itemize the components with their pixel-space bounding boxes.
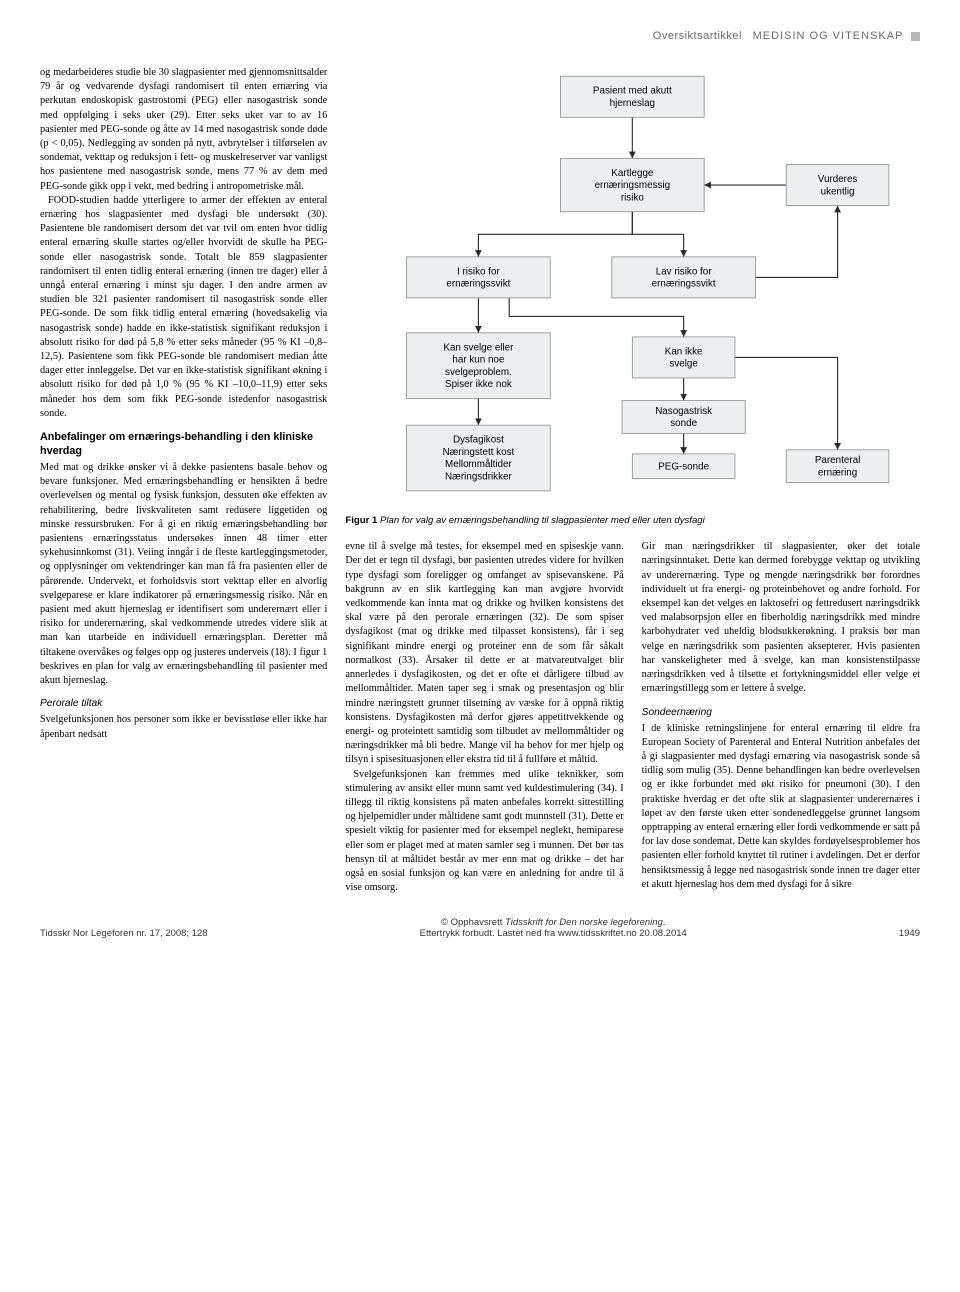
footer-center: © Opphavsrett Tidsskrift for Den norske … [420, 917, 687, 939]
footer-center-line1: © Opphavsrett Tidsskrift for Den norske … [441, 917, 665, 928]
svg-text:Kan ikke: Kan ikke [665, 346, 703, 357]
subsection-heading: Perorale tiltak [40, 697, 327, 711]
body-paragraph: I de kliniske retningslinjene for entera… [642, 722, 920, 892]
right-block: Pasient med akutthjerneslagKartleggeernæ… [345, 66, 920, 895]
flowchart-svg: Pasient med akutthjerneslagKartleggeernæ… [345, 66, 920, 507]
svg-text:PEG-sonde: PEG-sonde [659, 461, 710, 472]
header-ornament [911, 32, 920, 41]
svg-text:Lav risiko for: Lav risiko for [656, 266, 713, 277]
column-2: evne til å svelge må testes, for eksempe… [345, 540, 623, 895]
svg-text:Vurderes: Vurderes [818, 174, 858, 185]
svg-text:Dysfagikost: Dysfagikost [453, 435, 504, 446]
svg-text:Næringstett kost: Næringstett kost [443, 447, 515, 458]
column-3: Gir man næringsdrikker til slagpasienter… [642, 540, 920, 895]
svg-text:I risiko for: I risiko for [457, 266, 500, 277]
svg-text:svelge: svelge [670, 359, 699, 370]
svg-text:svelgeproblem.: svelgeproblem. [445, 367, 512, 378]
svg-text:ernæringssvikt: ernæringssvikt [447, 279, 511, 290]
body-paragraph: evne til å svelge må testes, for eksempe… [345, 540, 623, 767]
svg-text:ernæringsmessig: ernæringsmessig [595, 180, 671, 191]
body-paragraph: og medarbeideres studie ble 30 slagpasie… [40, 66, 327, 194]
body-paragraph: Gir man næringsdrikker til slagpasienter… [642, 540, 920, 696]
svg-text:Mellommåltider: Mellommåltider [445, 459, 512, 470]
footer-left: Tidsskr Nor Legeforen nr. 17, 2008; 128 [40, 928, 208, 939]
header-section: MEDISIN OG VITENSKAP [753, 30, 904, 42]
figure-caption-text: Plan for valg av ernæringsbehandling til… [380, 515, 705, 526]
body-paragraph: Svelgefunksjonen hos personer som ikke e… [40, 713, 327, 741]
svg-text:sonde: sonde [671, 418, 698, 429]
footer-pagenum: 1949 [899, 928, 920, 939]
subsection-heading: Sondeernæring [642, 706, 920, 720]
section-heading: Anbefalinger om ernærings-behandling i d… [40, 431, 327, 458]
article-body: og medarbeideres studie ble 30 slagpasie… [40, 66, 920, 895]
body-paragraph: Med mat og drikke ønsker vi å dekke pasi… [40, 461, 327, 688]
svg-text:Spiser ikke nok: Spiser ikke nok [445, 379, 512, 390]
page-footer: Tidsskr Nor Legeforen nr. 17, 2008; 128 … [40, 917, 920, 939]
svg-text:ernæring: ernæring [818, 467, 857, 478]
svg-text:risiko: risiko [621, 192, 644, 203]
figure-1: Pasient med akutthjerneslagKartleggeernæ… [345, 66, 920, 526]
running-header: Oversiktsartikkel MEDISIN OG VITENSKAP [40, 30, 920, 42]
svg-text:ukentlig: ukentlig [821, 186, 855, 197]
svg-text:Kan svelge eller: Kan svelge eller [444, 342, 515, 353]
svg-text:har kun noe: har kun noe [453, 355, 506, 366]
body-paragraph: Svelgefunksjonen kan fremmes med ulike t… [345, 768, 623, 896]
header-category: Oversiktsartikkel [653, 30, 742, 42]
svg-text:Kartlegge: Kartlegge [612, 168, 655, 179]
body-paragraph: FOOD-studien hadde ytterligere to armer … [40, 194, 327, 421]
figure-caption: Figur 1 Plan for valg av ernæringsbehand… [345, 515, 920, 526]
svg-text:Pasient med akutt: Pasient med akutt [593, 86, 672, 97]
svg-text:Næringsdrikker: Næringsdrikker [445, 472, 512, 483]
footer-center-line2: Ettertrykk forbudt. Lastet ned fra www.t… [420, 928, 687, 939]
svg-text:Parenteral: Parenteral [815, 455, 860, 466]
svg-text:hjerneslag: hjerneslag [610, 98, 655, 109]
svg-text:ernæringssvikt: ernæringssvikt [652, 279, 716, 290]
columns-2-3: evne til å svelge må testes, for eksempe… [345, 540, 920, 895]
column-1: og medarbeideres studie ble 30 slagpasie… [40, 66, 327, 895]
svg-text:Nasogastrisk: Nasogastrisk [656, 406, 713, 417]
figure-label: Figur 1 [345, 515, 377, 526]
